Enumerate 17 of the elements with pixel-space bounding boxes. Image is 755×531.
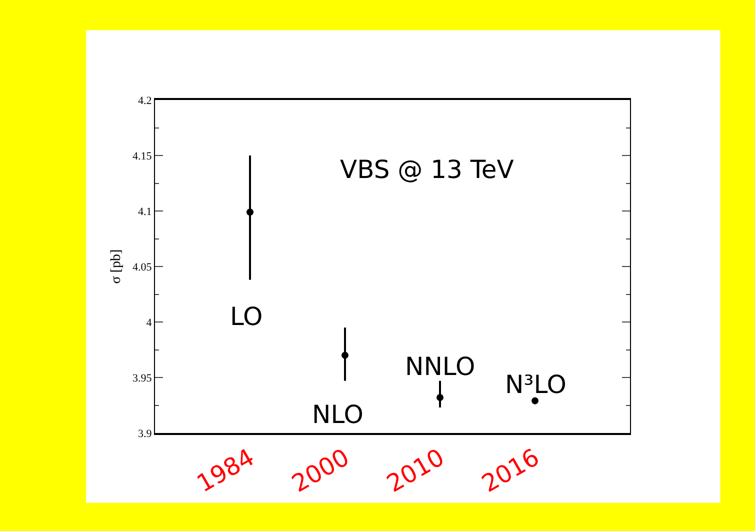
point (532, 397, 538, 404)
y-tick-label: 4.05 (132, 261, 152, 274)
y-tick-label: 4.2 (138, 94, 152, 107)
y-axis-title: σ [pb] (109, 249, 124, 284)
y-tick-label: 4 (146, 316, 152, 329)
text: VBS @ 13 TeV (340, 155, 514, 184)
annotation: N³LO (505, 370, 566, 399)
point (436, 394, 444, 401)
point (246, 208, 254, 216)
point (342, 352, 348, 359)
y-tick-label: 4.1 (138, 206, 152, 218)
y-tick-label: 3.9 (138, 428, 152, 440)
y-tick-label: 3.95 (132, 372, 152, 384)
y-tick-label: 4.15 (132, 150, 152, 162)
annotation: NLO (312, 400, 364, 429)
annotation: LO (230, 302, 263, 331)
annotation: NNLO (405, 352, 476, 381)
